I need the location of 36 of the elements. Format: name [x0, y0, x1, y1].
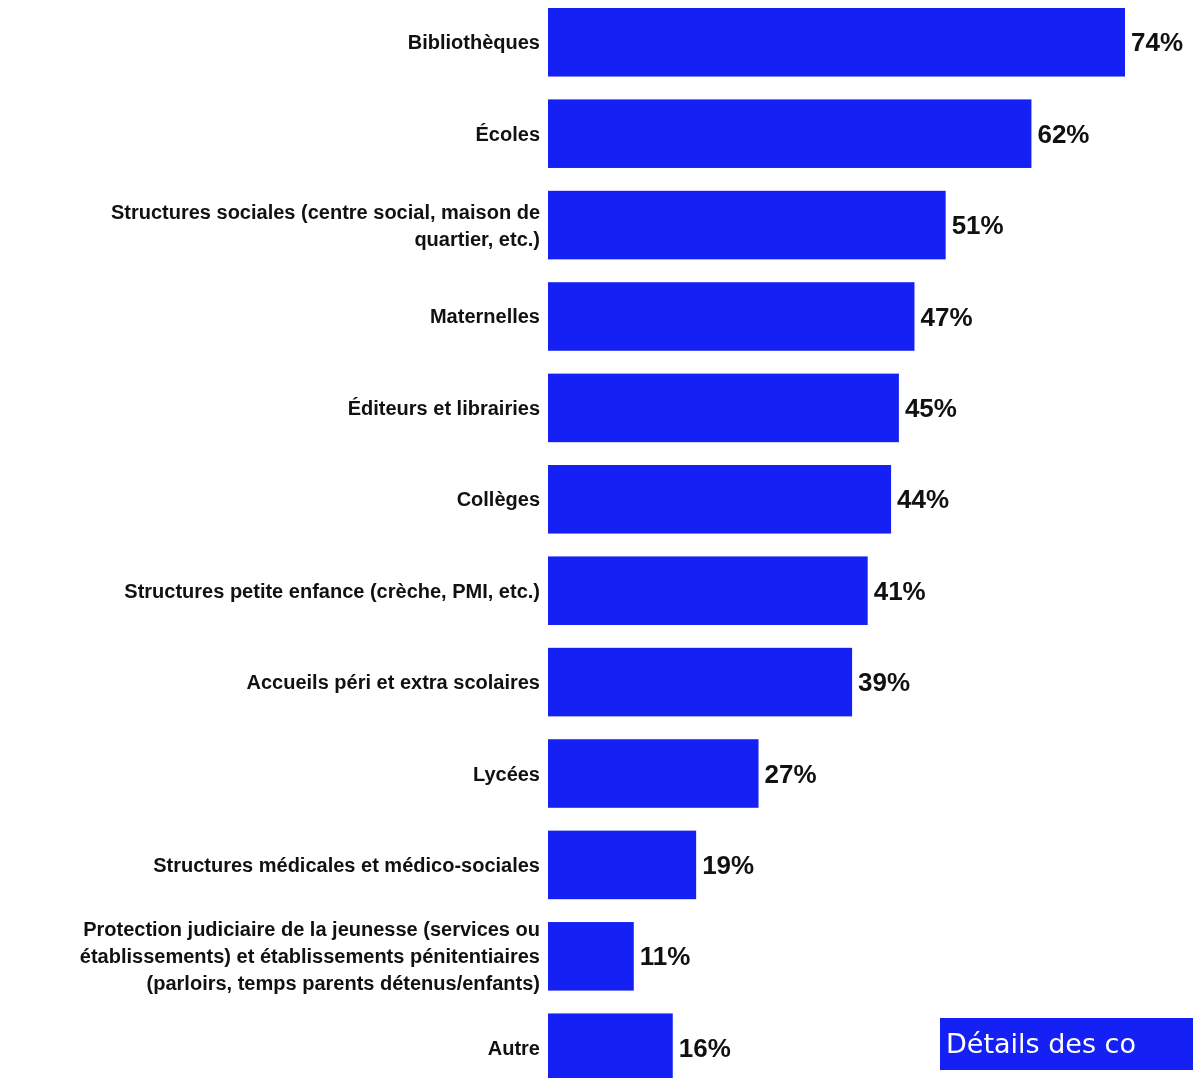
- data-label: 45%: [904, 392, 957, 423]
- data-label: 47%: [920, 301, 973, 332]
- y-tick-label: Bibliothèques: [407, 31, 540, 54]
- y-tick-label: Accueils péri et extra scolaires: [246, 671, 540, 694]
- bar: [548, 465, 892, 534]
- data-label: 27%: [764, 758, 817, 789]
- data-label: 74%: [1131, 27, 1184, 58]
- y-tick-label: Autre: [487, 1036, 540, 1059]
- bar: [548, 190, 946, 260]
- bar: [548, 739, 759, 808]
- y-tick-label: Collèges: [456, 488, 540, 511]
- bar: [548, 99, 1032, 168]
- data-label: 19%: [702, 850, 755, 881]
- annotation: Détails des co: [946, 1028, 1136, 1060]
- y-tick-label: Structures petite enfance (crèche, PMI, etc.): [124, 579, 540, 602]
- y-tick-label: Maternelles: [429, 305, 540, 328]
- bar: [548, 830, 697, 900]
- y-tick-label: Lycées: [472, 762, 540, 785]
- y-tick-label: Éditeurs et librairies: [347, 396, 540, 419]
- y-tick-label: Écoles: [475, 122, 540, 145]
- data-label: 16%: [678, 1032, 731, 1063]
- data-label: 41%: [873, 575, 926, 606]
- y-tick-label: Structures sociales (centre social, maison de quartier, etc.): [110, 200, 540, 250]
- data-label: 51%: [951, 210, 1004, 241]
- bar: [548, 922, 634, 991]
- bar: [548, 647, 853, 717]
- data-label: 44%: [897, 484, 950, 515]
- bar: [548, 373, 899, 443]
- data-label: 39%: [858, 667, 911, 698]
- bar: [548, 8, 1125, 77]
- y-tick-label: Structures médicales et médico-sociales: [153, 853, 540, 876]
- y-tick-label: Protection judiciaire de la jeunesse (services ou établissements) et établissements pénitentiaires (parloirs, temps parents détenus/enfants): [79, 918, 540, 995]
- data-label: 62%: [1037, 118, 1090, 149]
- bar: [548, 556, 868, 625]
- bar: [548, 282, 915, 351]
- data-label: 11%: [639, 941, 691, 972]
